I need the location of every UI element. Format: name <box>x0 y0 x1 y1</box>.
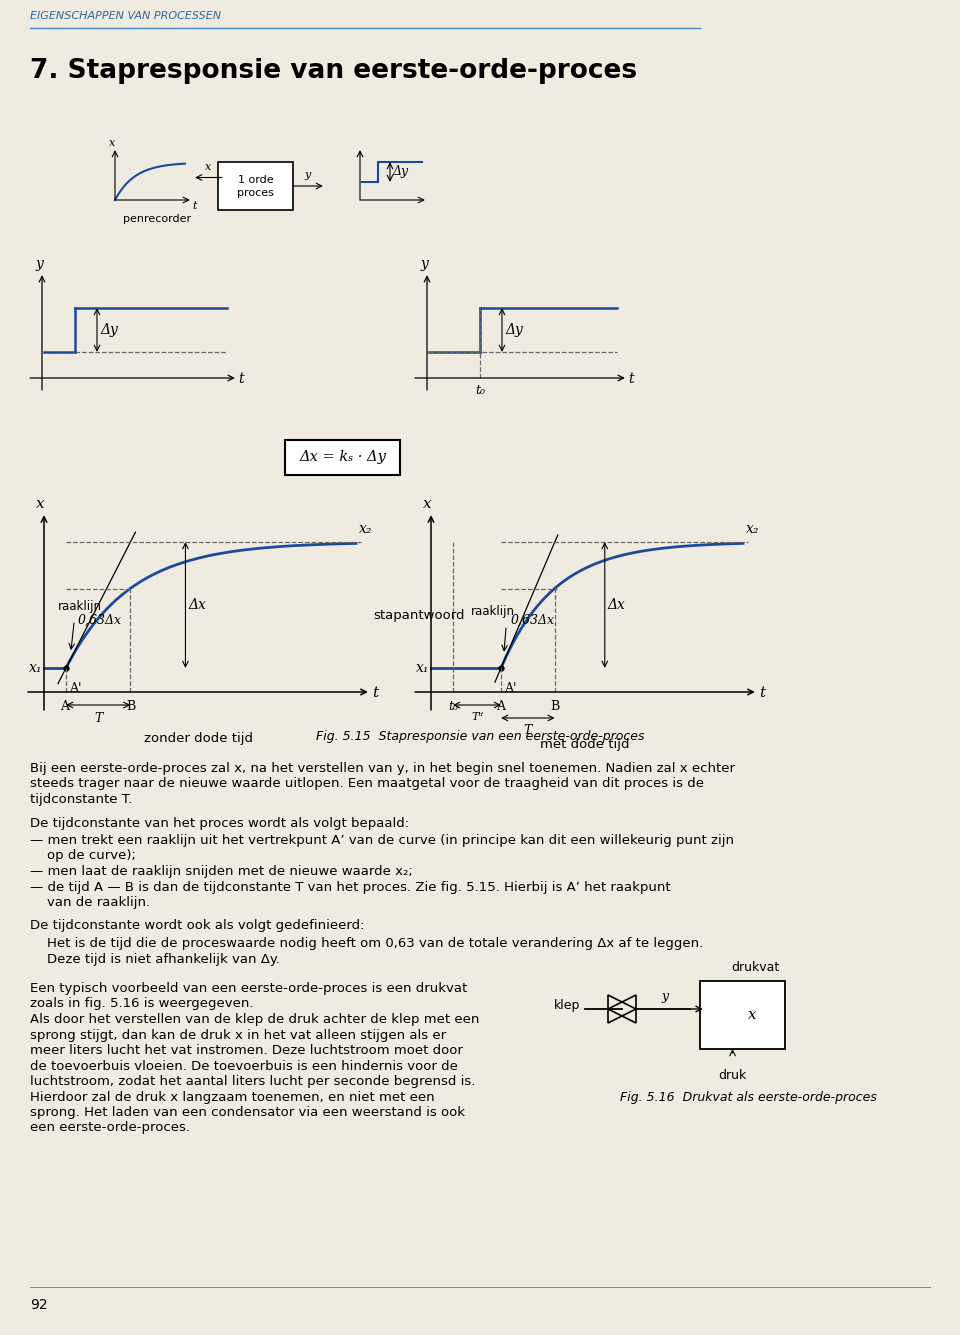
Text: t: t <box>192 202 197 211</box>
Text: y: y <box>420 258 428 271</box>
Text: een eerste-orde-proces.: een eerste-orde-proces. <box>30 1121 190 1135</box>
Text: penrecorder: penrecorder <box>124 214 192 224</box>
Text: Een typisch voorbeeld van een eerste-orde-proces is een drukvat: Een typisch voorbeeld van een eerste-ord… <box>30 983 468 995</box>
Text: x₁: x₁ <box>417 661 430 676</box>
Text: stapantwoord: stapantwoord <box>373 609 465 622</box>
Text: x: x <box>422 497 431 511</box>
Bar <box>285 441 400 475</box>
Text: drukvat: drukvat <box>731 961 780 975</box>
Text: t: t <box>759 686 765 700</box>
Text: steeds trager naar de nieuwe waarde uitlopen. Een maatgetal voor de traagheid va: steeds trager naar de nieuwe waarde uitl… <box>30 777 704 790</box>
Text: 7. Stapresponsie van eerste-orde-proces: 7. Stapresponsie van eerste-orde-proces <box>30 57 637 84</box>
Text: B: B <box>126 700 135 713</box>
Text: van de raaklijn.: van de raaklijn. <box>30 896 150 909</box>
Text: — men trekt een raaklijn uit het vertrekpunt A’ van de curve (in principe kan di: — men trekt een raaklijn uit het vertrek… <box>30 834 734 846</box>
Text: zoals in fig. 5.16 is weergegeven.: zoals in fig. 5.16 is weergegeven. <box>30 997 253 1011</box>
Text: A: A <box>496 700 506 713</box>
Text: x₂: x₂ <box>359 522 372 535</box>
Text: 92: 92 <box>30 1298 48 1312</box>
Text: t: t <box>372 686 378 700</box>
Text: Bij een eerste-orde-proces zal x, na het verstellen van y, in het begin snel toe: Bij een eerste-orde-proces zal x, na het… <box>30 762 735 776</box>
Text: Als door het verstellen van de klep de druk achter de klep met een: Als door het verstellen van de klep de d… <box>30 1013 479 1027</box>
Text: klep: klep <box>554 999 580 1012</box>
Text: T: T <box>94 712 103 725</box>
Text: x: x <box>36 497 44 511</box>
Text: Deze tijd is niet afhankelijk van Δy.: Deze tijd is niet afhankelijk van Δy. <box>30 952 280 965</box>
Text: 0,63Δx: 0,63Δx <box>511 614 555 626</box>
Text: x₂: x₂ <box>746 522 759 535</box>
Text: A': A' <box>504 682 516 696</box>
Text: x: x <box>748 1008 756 1023</box>
Text: t₀: t₀ <box>475 384 485 396</box>
Text: druk: druk <box>718 1069 747 1081</box>
Text: Δy: Δy <box>100 323 118 336</box>
Text: Fig. 5.16  Drukvat als eerste-orde-proces: Fig. 5.16 Drukvat als eerste-orde-proces <box>620 1091 876 1104</box>
Text: t: t <box>238 372 244 386</box>
Text: Δy: Δy <box>392 166 408 179</box>
Text: A': A' <box>69 682 82 696</box>
Text: Δy: Δy <box>505 323 523 336</box>
Text: Δx: Δx <box>608 598 626 611</box>
Text: op de curve);: op de curve); <box>30 849 136 862</box>
Bar <box>700 981 785 1049</box>
Text: De tijdconstante wordt ook als volgt gedefinieerd:: De tijdconstante wordt ook als volgt ged… <box>30 920 365 933</box>
Text: Fig. 5.15  Stapresponsie van een eerste-orde-proces: Fig. 5.15 Stapresponsie van een eerste-o… <box>316 730 644 744</box>
Text: raaklijn: raaklijn <box>471 605 515 618</box>
Text: raaklijn: raaklijn <box>58 599 102 613</box>
Text: t: t <box>628 372 634 386</box>
Text: — men laat de raaklijn snijden met de nieuwe waarde x₂;: — men laat de raaklijn snijden met de ni… <box>30 865 413 878</box>
Text: x: x <box>204 163 211 172</box>
Text: sprong stijgt, dan kan de druk x in het vat alleen stijgen als er: sprong stijgt, dan kan de druk x in het … <box>30 1028 446 1041</box>
Text: 0,63Δx: 0,63Δx <box>78 614 122 626</box>
Text: Δx = kₛ · Δy: Δx = kₛ · Δy <box>300 450 386 465</box>
Text: zonder dode tijd: zonder dode tijd <box>143 732 252 745</box>
Text: EIGENSCHAPPEN VAN PROCESSEN: EIGENSCHAPPEN VAN PROCESSEN <box>30 11 221 21</box>
Text: B: B <box>550 700 560 713</box>
Text: — de tijd A — B is dan de tijdconstante T van het proces. Zie fig. 5.15. Hierbij: — de tijd A — B is dan de tijdconstante … <box>30 881 671 893</box>
Text: 1 orde: 1 orde <box>238 175 274 186</box>
Text: De tijdconstante van het proces wordt als volgt bepaald:: De tijdconstante van het proces wordt al… <box>30 817 409 829</box>
Text: y: y <box>662 991 669 1003</box>
Text: y: y <box>305 170 311 180</box>
Text: x: x <box>108 138 115 148</box>
Text: sprong. Het laden van een condensator via een weerstand is ook: sprong. Het laden van een condensator vi… <box>30 1105 465 1119</box>
Text: Het is de tijd die de proceswaarde nodig heeft om 0,63 van de totale verandering: Het is de tijd die de proceswaarde nodig… <box>30 937 704 951</box>
Text: Δx: Δx <box>188 598 206 611</box>
Text: T: T <box>524 724 532 737</box>
Text: tijdconstante T.: tijdconstante T. <box>30 793 132 806</box>
Text: y: y <box>36 258 43 271</box>
Text: x₁: x₁ <box>29 661 43 676</box>
Text: Hierdoor zal de druk x langzaam toenemen, en niet met een: Hierdoor zal de druk x langzaam toenemen… <box>30 1091 435 1104</box>
Text: met dode tijd: met dode tijd <box>540 738 630 752</box>
Text: A: A <box>60 700 69 713</box>
Bar <box>218 162 293 210</box>
Text: luchtstroom, zodat het aantal liters lucht per seconde begrensd is.: luchtstroom, zodat het aantal liters luc… <box>30 1075 475 1088</box>
Text: Tᵈ: Tᵈ <box>471 712 483 722</box>
Text: de toevoerbuis vloeien. De toevoerbuis is een hindernis voor de: de toevoerbuis vloeien. De toevoerbuis i… <box>30 1060 458 1072</box>
Text: proces: proces <box>237 188 274 198</box>
Text: t₀: t₀ <box>448 700 458 713</box>
Text: meer liters lucht het vat instromen. Deze luchtstroom moet door: meer liters lucht het vat instromen. Dez… <box>30 1044 463 1057</box>
